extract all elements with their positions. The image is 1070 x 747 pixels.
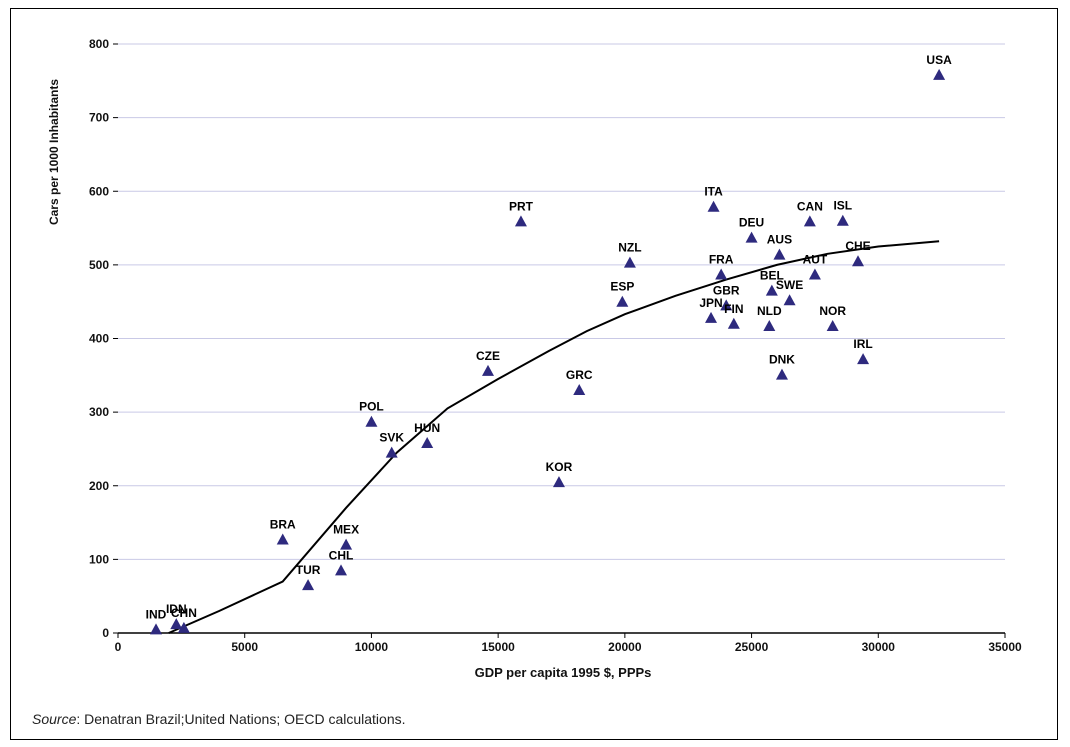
point-usa: [933, 68, 946, 80]
x-tick-label: 20000: [608, 640, 642, 654]
label-hun: HUN: [414, 421, 440, 435]
label-tur: TUR: [296, 563, 321, 577]
label-nld: NLD: [757, 304, 782, 318]
point-che: [852, 255, 865, 267]
point-tur: [302, 579, 315, 591]
point-chn: [177, 621, 190, 633]
label-bel: BEL: [760, 269, 784, 283]
label-usa: USA: [926, 53, 952, 67]
point-prt: [514, 215, 527, 227]
point-cze: [482, 364, 495, 376]
y-tick-label: 0: [102, 626, 109, 640]
x-axis-label: GDP per capita 1995 $, PPPs: [475, 665, 652, 680]
point-pol: [365, 415, 378, 427]
point-bel: [765, 284, 778, 296]
point-jpn: [705, 311, 718, 323]
point-bra: [276, 533, 289, 545]
x-tick-label: 30000: [862, 640, 896, 654]
label-idn: IDN: [166, 602, 187, 616]
point-aut: [808, 268, 821, 280]
label-kor: KOR: [546, 460, 573, 474]
point-esp: [616, 295, 629, 307]
y-tick-label: 400: [89, 332, 109, 346]
trendline: [168, 240, 940, 634]
label-mex: MEX: [333, 523, 359, 537]
point-ita: [707, 200, 720, 212]
chart-frame: [10, 8, 1058, 740]
source-text: : Denatran Brazil;United Nations; OECD c…: [76, 711, 406, 727]
point-idn: [170, 618, 183, 630]
label-cze: CZE: [476, 349, 500, 363]
x-tick-label: 15000: [481, 640, 515, 654]
point-nld: [763, 319, 776, 331]
point-deu: [745, 231, 758, 243]
label-svk: SVK: [379, 431, 404, 445]
y-tick-label: 800: [89, 37, 109, 51]
label-ita: ITA: [704, 185, 723, 199]
point-irl: [857, 353, 870, 365]
label-esp: ESP: [610, 280, 634, 294]
label-nor: NOR: [819, 304, 846, 318]
label-fin: FIN: [724, 302, 743, 316]
label-grc: GRC: [566, 368, 593, 382]
y-tick-label: 100: [89, 552, 109, 566]
point-fin: [727, 317, 740, 329]
point-chl: [335, 564, 348, 576]
point-hun: [421, 437, 434, 449]
x-tick-label: 25000: [735, 640, 769, 654]
point-kor: [552, 476, 565, 488]
point-nor: [826, 319, 839, 331]
y-tick-label: 300: [89, 405, 109, 419]
label-bra: BRA: [270, 517, 296, 531]
point-ind: [150, 623, 163, 635]
y-tick-label: 200: [89, 479, 109, 493]
point-swe: [783, 294, 796, 306]
label-swe: SWE: [776, 278, 803, 292]
point-gbr: [720, 299, 733, 311]
label-chl: CHL: [329, 548, 354, 562]
label-jpn: JPN: [699, 296, 722, 310]
label-deu: DEU: [739, 216, 764, 230]
point-mex: [340, 538, 353, 550]
label-aus: AUS: [767, 233, 792, 247]
point-grc: [573, 384, 586, 396]
label-can: CAN: [797, 199, 823, 213]
y-axis-label: Cars per 1000 Inhabitants: [47, 79, 61, 225]
trendline-group: [168, 240, 940, 634]
label-fra: FRA: [709, 252, 734, 266]
source-label: Source: [32, 711, 77, 727]
point-fra: [715, 268, 728, 280]
point-svk: [385, 446, 398, 458]
label-isl: ISL: [833, 199, 852, 213]
axes: 0 100 200 300 400 500 600 700 800 0 5000 10000 15000…: [89, 37, 1022, 654]
label-aut: AUT: [803, 252, 828, 266]
label-irl: IRL: [853, 337, 872, 351]
label-chn: CHN: [171, 606, 197, 620]
point-nzl: [623, 256, 636, 268]
label-pol: POL: [359, 400, 384, 414]
label-ind: IND: [146, 607, 167, 621]
x-tick-label: 5000: [231, 640, 258, 654]
x-tick-label: 35000: [988, 640, 1022, 654]
label-dnk: DNK: [769, 353, 795, 367]
label-gbr: GBR: [713, 283, 740, 297]
point-aus: [773, 248, 786, 260]
x-tick-label: 0: [115, 640, 122, 654]
y-tick-label: 700: [89, 111, 109, 125]
x-tick-label: 10000: [355, 640, 389, 654]
point-dnk: [775, 368, 788, 380]
label-nzl: NZL: [618, 241, 641, 255]
label-che: CHE: [845, 239, 870, 253]
data-points: [150, 68, 946, 635]
source-note: Source: Denatran Brazil;United Nations; …: [32, 711, 406, 727]
label-prt: PRT: [509, 199, 534, 213]
point-isl: [836, 214, 849, 226]
y-tick-label: 500: [89, 258, 109, 272]
point-can: [803, 215, 816, 227]
y-tick-label: 600: [89, 184, 109, 198]
